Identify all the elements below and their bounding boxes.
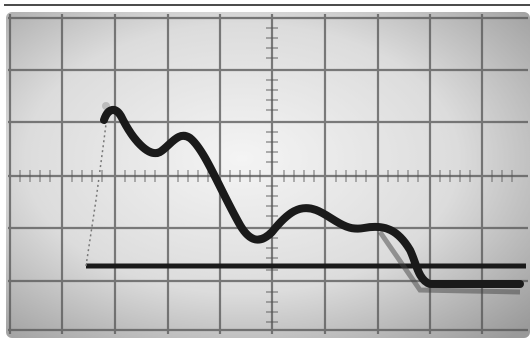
oscilloscope-photo bbox=[0, 0, 530, 341]
